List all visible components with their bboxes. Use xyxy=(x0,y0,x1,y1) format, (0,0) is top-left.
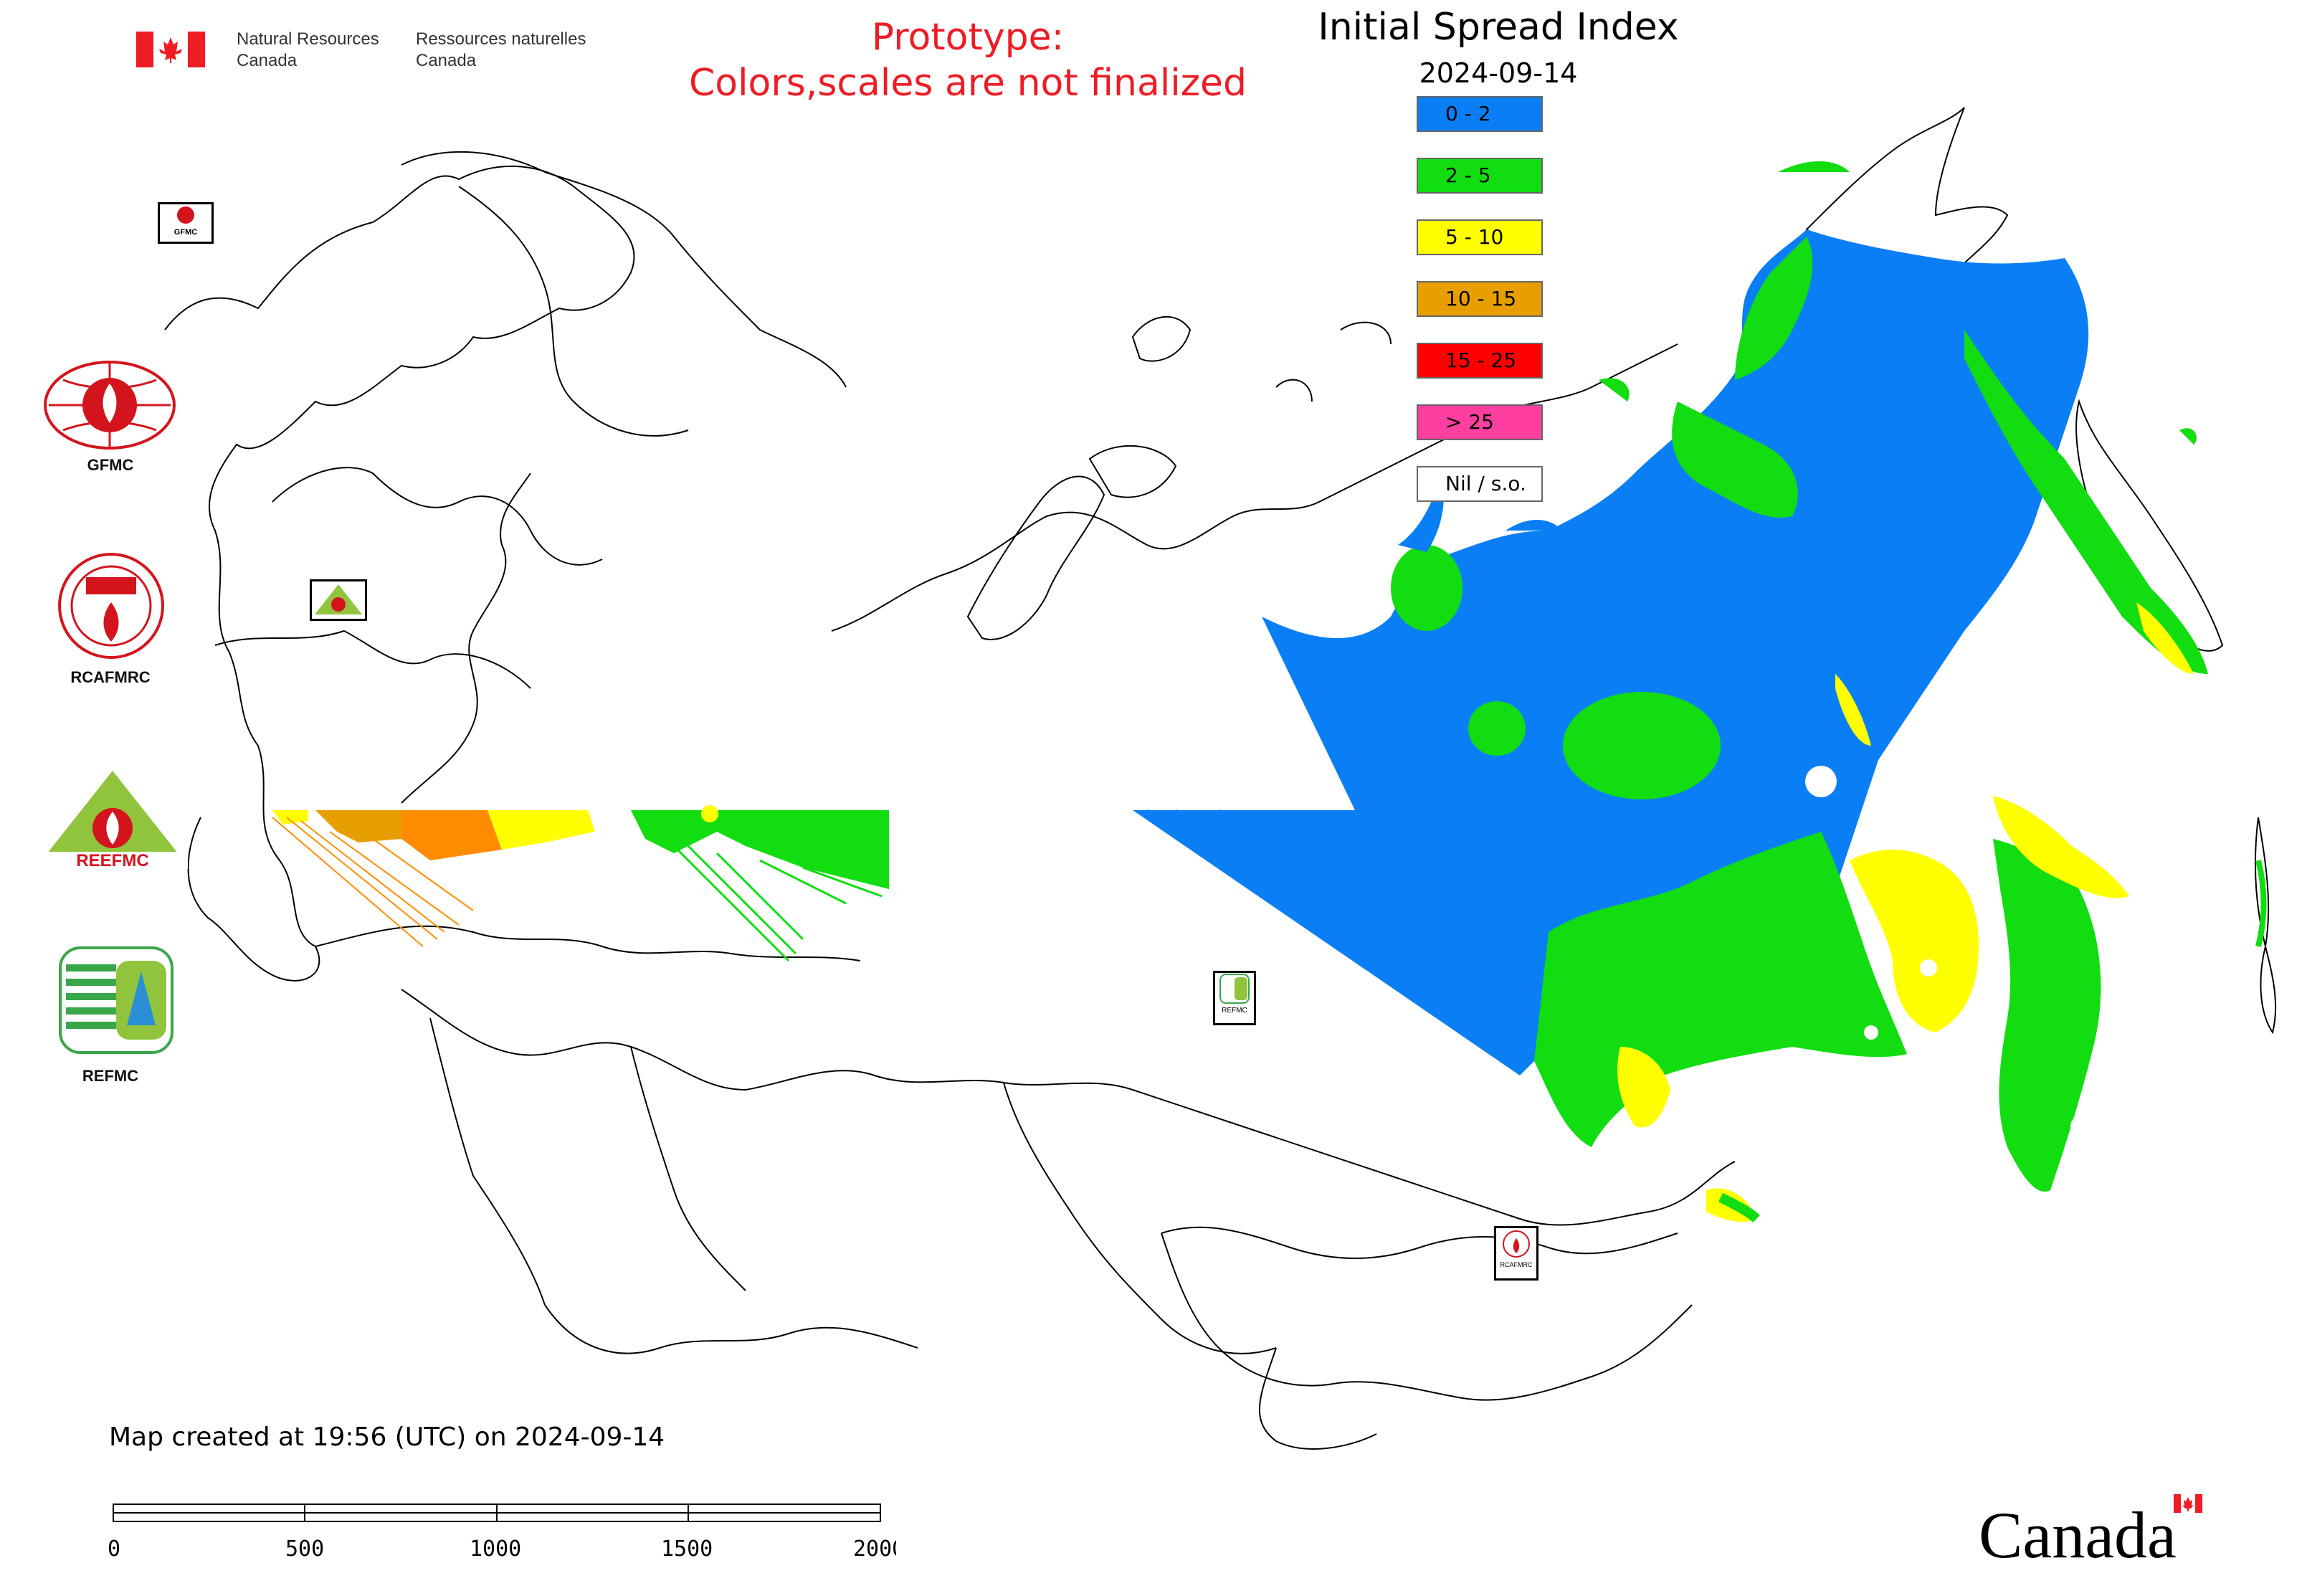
org-fr-line1: Ressources naturelles xyxy=(416,29,586,49)
org-name-fr: Ressources naturelles Canada xyxy=(416,29,586,72)
org-en-line1: Natural Resources xyxy=(237,29,379,49)
org-name-en: Natural Resources Canada xyxy=(237,29,379,72)
legend-label: 15 - 25 xyxy=(1445,348,1517,372)
isi-streaks-orange xyxy=(272,817,474,947)
gfmc-label: GFMC xyxy=(87,456,134,474)
scale-tick-500: 500 xyxy=(285,1536,324,1562)
scale-tick-1000: 1000 xyxy=(470,1536,521,1562)
map-created-text: Map created at 19:56 (UTC) on 2024-09-14 xyxy=(109,1422,665,1452)
map-date: 2024-09-14 xyxy=(1419,57,1578,89)
legend-item-15-25: 15 - 25 xyxy=(1417,343,1543,379)
map-logo-refmc-label: REFMC xyxy=(1222,1007,1247,1015)
map-logo-refmc: REFMC xyxy=(1213,971,1256,1025)
legend-label: > 25 xyxy=(1445,410,1494,434)
refmc-logo-icon xyxy=(59,946,173,1054)
reefmc-logo-icon: REEFMC xyxy=(37,771,188,870)
legend-label: 10 - 15 xyxy=(1445,287,1517,310)
isi-streaks-blue xyxy=(1146,809,1578,1048)
refmc-small-icon xyxy=(1219,974,1250,1004)
refmc-label: REFMC xyxy=(82,1067,139,1085)
legend-item-5-10: 5 - 10 xyxy=(1417,219,1543,255)
rcafmrc-small-icon xyxy=(1503,1230,1530,1258)
rcafmrc-label: RCAFMRC xyxy=(70,668,151,686)
legend-label: 2 - 5 xyxy=(1445,163,1491,187)
rcafmrc-logo-icon xyxy=(58,553,164,659)
scale-tick-0: 0 xyxy=(108,1536,120,1562)
map-logo-gfmc-label: GFMC xyxy=(173,228,198,237)
reefmc-small-icon xyxy=(315,584,362,614)
canada-wordmark-text: Canada xyxy=(1979,1498,2177,1570)
scale-ticks: 0 500 1000 1500 2000 km xyxy=(108,1536,896,1562)
map-logo-reefmc xyxy=(310,579,367,621)
isi-field-east xyxy=(1133,161,2267,1223)
legend-item-gt-25: > 25 xyxy=(1417,404,1543,440)
isi-field-west xyxy=(272,805,889,962)
scale-bar: 0 500 1000 1500 2000 km xyxy=(108,1504,896,1562)
canada-flag-icon xyxy=(136,32,205,67)
map-logo-rcafmrc: RCAFMRC xyxy=(1494,1226,1538,1281)
scale-tick-2000: 2000 km xyxy=(853,1536,896,1562)
legend-item-2-5: 2 - 5 xyxy=(1417,158,1543,194)
map-title: Initial Spread Index xyxy=(1318,6,1679,49)
prototype-line1: Prototype: xyxy=(871,16,1065,59)
wordmark-flag-icon xyxy=(2174,1494,2202,1513)
map-logo-rcafmrc-label: RCAFMRC xyxy=(1500,1261,1533,1268)
gfmc-small-icon xyxy=(177,206,194,224)
legend-label: 5 - 10 xyxy=(1445,225,1504,249)
legend-item-nil: Nil / s.o. xyxy=(1417,466,1543,502)
legend-item-10-15: 10 - 15 xyxy=(1417,281,1543,317)
scale-tick-1500: 1500 xyxy=(661,1536,713,1562)
nrcan-signature: Natural Resources Canada Ressources natu… xyxy=(136,29,609,79)
prototype-line2: Colors,scales are not finalized xyxy=(688,62,1247,105)
org-fr-line2: Canada xyxy=(416,51,477,70)
legend-item-0-2: 0 - 2 xyxy=(1417,96,1543,132)
canada-wordmark: Canada xyxy=(1979,1494,2202,1570)
org-en-line2: Canada xyxy=(237,51,298,70)
legend-label: Nil / s.o. xyxy=(1445,472,1526,495)
prototype-notice: Prototype: Colors,scales are not finaliz… xyxy=(645,14,1290,106)
gfmc-logo-icon xyxy=(44,361,176,450)
map-logo-gfmc: GFMC xyxy=(158,202,214,244)
svg-text:REEFMC: REEFMC xyxy=(76,851,148,870)
isi-streaks-green xyxy=(658,830,883,962)
legend-label: 0 - 2 xyxy=(1445,102,1491,125)
